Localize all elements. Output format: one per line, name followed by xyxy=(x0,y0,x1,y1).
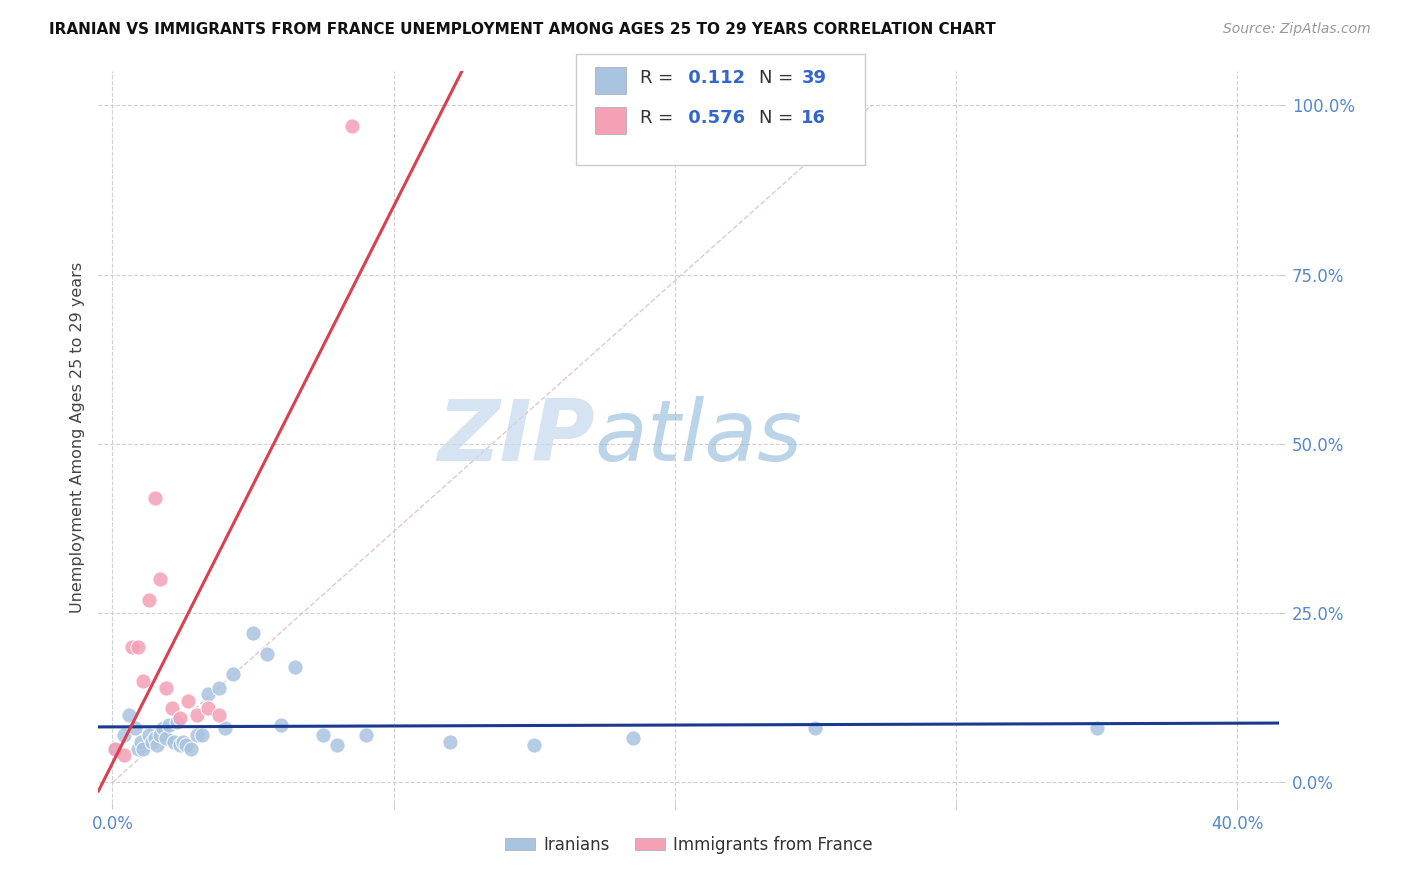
Point xyxy=(172,735,194,749)
Point xyxy=(166,714,188,729)
Point xyxy=(124,721,146,735)
Point xyxy=(439,735,461,749)
Point xyxy=(143,491,166,505)
Text: ZIP: ZIP xyxy=(437,395,595,479)
Point xyxy=(138,728,160,742)
Point xyxy=(149,572,172,586)
Point xyxy=(127,640,149,654)
Text: R =: R = xyxy=(640,109,679,127)
Text: N =: N = xyxy=(759,109,799,127)
Point xyxy=(138,592,160,607)
Y-axis label: Unemployment Among Ages 25 to 29 years: Unemployment Among Ages 25 to 29 years xyxy=(69,261,84,613)
Point xyxy=(157,718,180,732)
Text: atlas: atlas xyxy=(595,395,803,479)
Point xyxy=(284,660,307,674)
Point xyxy=(1085,721,1108,735)
Point xyxy=(208,681,231,695)
Point xyxy=(163,735,186,749)
Point xyxy=(127,741,149,756)
Point xyxy=(152,721,174,735)
Legend: Iranians, Immigrants from France: Iranians, Immigrants from France xyxy=(499,829,879,860)
Point xyxy=(129,735,152,749)
Point xyxy=(523,738,546,752)
Point xyxy=(149,728,172,742)
Point xyxy=(208,707,231,722)
Point xyxy=(141,735,163,749)
Text: N =: N = xyxy=(759,69,799,87)
Point xyxy=(354,728,377,742)
Point xyxy=(143,731,166,746)
Point xyxy=(155,731,177,746)
Point xyxy=(804,721,827,735)
Point xyxy=(177,694,200,708)
Point xyxy=(180,741,202,756)
Point xyxy=(621,731,644,746)
Point xyxy=(191,728,214,742)
Point xyxy=(169,738,191,752)
Point xyxy=(197,701,219,715)
Point xyxy=(104,741,127,756)
Point xyxy=(169,711,191,725)
Point xyxy=(186,707,208,722)
Point xyxy=(146,738,169,752)
Point xyxy=(121,640,143,654)
Point xyxy=(132,741,155,756)
Point xyxy=(186,728,208,742)
Text: 16: 16 xyxy=(801,109,827,127)
Point xyxy=(174,738,197,752)
Text: IRANIAN VS IMMIGRANTS FROM FRANCE UNEMPLOYMENT AMONG AGES 25 TO 29 YEARS CORRELA: IRANIAN VS IMMIGRANTS FROM FRANCE UNEMPL… xyxy=(49,22,995,37)
Point xyxy=(118,707,141,722)
Point xyxy=(312,728,335,742)
Point xyxy=(197,688,219,702)
Point xyxy=(340,119,363,133)
Point xyxy=(326,738,349,752)
Text: R =: R = xyxy=(640,69,679,87)
Point xyxy=(104,741,127,756)
Point xyxy=(132,673,155,688)
Point xyxy=(242,626,264,640)
Text: 39: 39 xyxy=(801,69,827,87)
Point xyxy=(112,728,135,742)
Point xyxy=(222,667,245,681)
Point xyxy=(270,718,292,732)
Point xyxy=(112,748,135,763)
Text: 0.576: 0.576 xyxy=(682,109,745,127)
Text: Source: ZipAtlas.com: Source: ZipAtlas.com xyxy=(1223,22,1371,37)
Text: 0.112: 0.112 xyxy=(682,69,745,87)
Point xyxy=(160,701,183,715)
Point xyxy=(155,681,177,695)
Point xyxy=(214,721,236,735)
Point xyxy=(256,647,278,661)
